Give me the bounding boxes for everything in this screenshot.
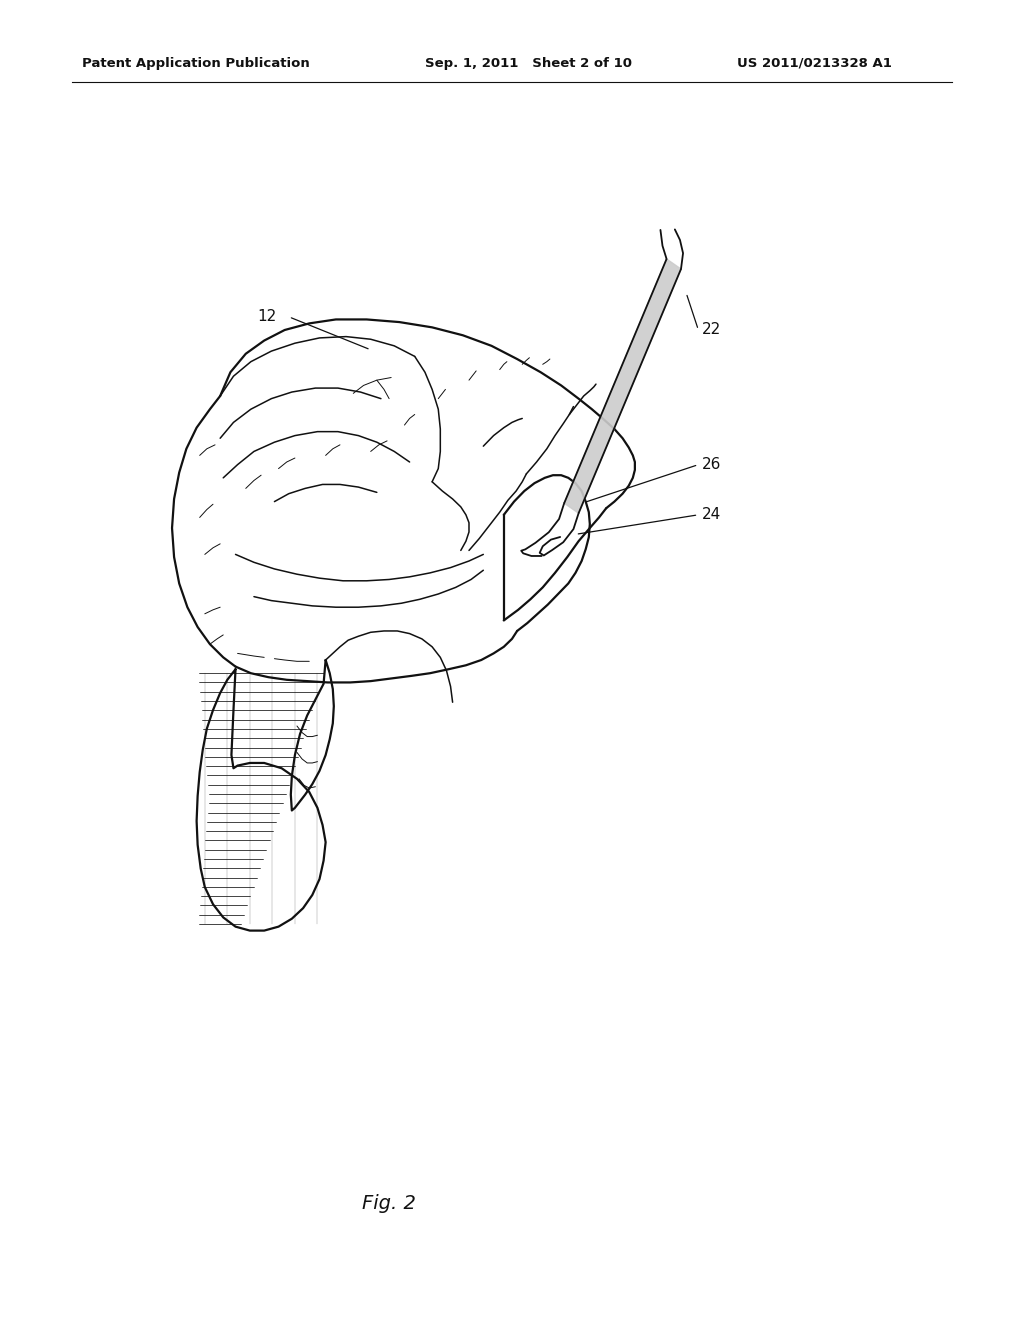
Text: 26: 26 <box>701 457 721 473</box>
Text: 22: 22 <box>701 322 721 338</box>
Text: 24: 24 <box>701 507 721 523</box>
Text: US 2011/0213328 A1: US 2011/0213328 A1 <box>737 57 892 70</box>
Text: 12: 12 <box>257 309 276 325</box>
Text: Sep. 1, 2011   Sheet 2 of 10: Sep. 1, 2011 Sheet 2 of 10 <box>425 57 632 70</box>
Text: Fig. 2: Fig. 2 <box>362 1195 416 1213</box>
Text: Patent Application Publication: Patent Application Publication <box>82 57 309 70</box>
Polygon shape <box>564 259 681 513</box>
